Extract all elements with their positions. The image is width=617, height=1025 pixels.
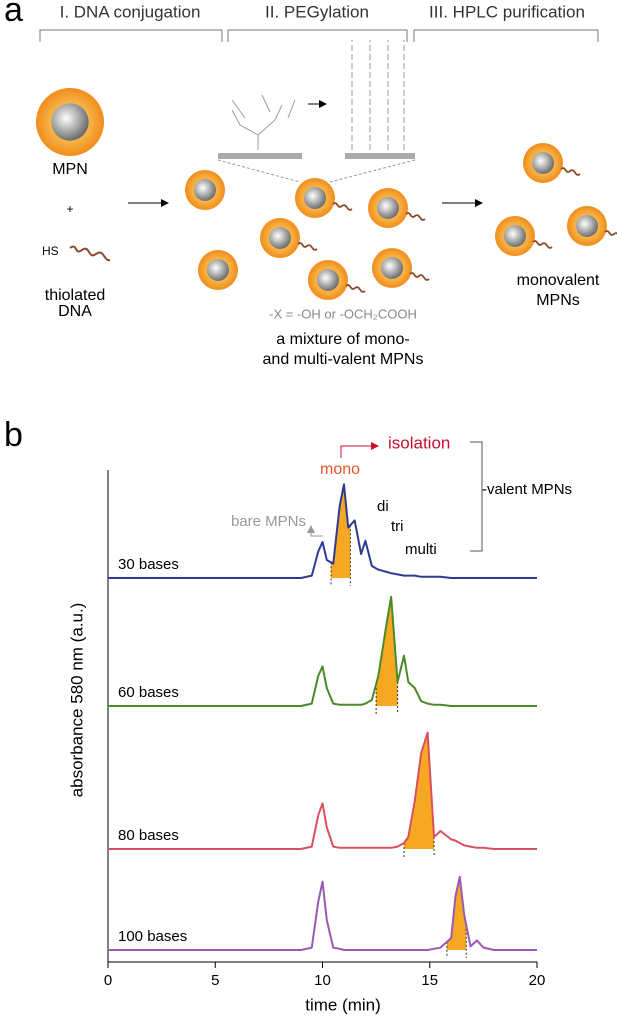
dna-tail	[345, 284, 366, 293]
particle-core	[304, 187, 326, 209]
particle-core	[269, 227, 291, 249]
tri-label: tri	[391, 518, 404, 535]
di-label: di	[377, 498, 389, 515]
x-axis-title: time (min)	[305, 995, 381, 1014]
isolation-arrow	[340, 442, 379, 458]
dna-tail	[532, 240, 553, 249]
particle-core	[576, 215, 598, 237]
series-label: 80 bases	[118, 827, 179, 844]
multi-label: multi	[405, 541, 437, 558]
particle-core	[194, 179, 216, 201]
dna-tail	[405, 212, 426, 221]
trace	[108, 875, 537, 951]
particle-core	[381, 257, 403, 279]
dna-label: DNA	[58, 303, 92, 320]
x-tick-label: 10	[314, 972, 331, 989]
trace	[108, 595, 537, 707]
dna-tail	[409, 272, 430, 281]
x-tick-label: 5	[211, 972, 219, 989]
hs-label: HS	[42, 244, 59, 258]
x-tick-label: 15	[421, 972, 438, 989]
particle-core	[207, 259, 229, 281]
particle-core	[51, 103, 89, 141]
y-axis-title: absorbance 580 nm (a.u.)	[67, 603, 86, 798]
particle-core	[504, 225, 526, 247]
bare-label: bare MPNs	[231, 513, 306, 530]
dna-tail	[604, 230, 617, 236]
valent-bracket	[470, 441, 483, 552]
particle-core	[532, 152, 554, 174]
step-title: II. PEGylation	[265, 2, 369, 21]
particle-core	[317, 269, 339, 291]
mixture-label: a mixture of mono-	[276, 331, 409, 348]
monovalent-label: monovalent	[517, 272, 600, 289]
series-label: 60 bases	[118, 684, 179, 701]
panel-label: a	[4, 0, 23, 29]
step-brackets	[39, 29, 599, 42]
panel-label: b	[4, 416, 23, 454]
mono-label: mono	[320, 461, 360, 478]
x-tick-label: 0	[104, 972, 112, 989]
series-label: 30 bases	[118, 556, 179, 573]
mpn-label: MPN	[52, 161, 88, 178]
step-title: III. HPLC purification	[429, 2, 585, 21]
x-note: -X = -OH or -OCH₂COOH	[269, 306, 417, 321]
isolation-label: isolation	[388, 433, 450, 452]
peg-schematic	[217, 40, 416, 183]
mixture-label: and multi-valent MPNs	[263, 351, 424, 368]
step-title: I. DNA conjugation	[60, 2, 201, 21]
dna-label: thiolated	[45, 287, 106, 304]
dna-tail	[560, 167, 581, 176]
valent-label: -valent MPNs	[482, 481, 572, 498]
trace	[108, 483, 537, 579]
plus: +	[66, 202, 73, 216]
dna-tail	[332, 202, 353, 211]
x-tick-label: 20	[529, 972, 546, 989]
particles	[36, 88, 617, 300]
bare-arrow	[307, 525, 323, 537]
monovalent-label: MPNs	[536, 292, 580, 309]
trace	[108, 731, 537, 850]
plot: 0 5 10 15 20 30 bases 60 bases 80 bases 100 base…	[104, 483, 546, 989]
series-label: 100 bases	[118, 928, 187, 945]
particle-core	[377, 197, 399, 219]
dna-strand	[69, 245, 111, 262]
dna-tail	[297, 242, 318, 251]
